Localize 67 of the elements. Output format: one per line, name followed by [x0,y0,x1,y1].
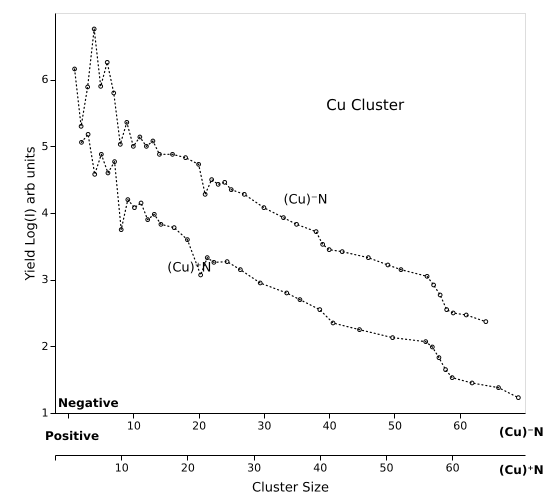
point [170,152,175,157]
point [366,255,371,260]
point [281,215,286,220]
point [431,282,436,288]
x2-tick-label: 20 [180,462,195,474]
point [424,274,430,279]
series-label: (Cu)⁺N [167,260,212,276]
y-tick-label: 5 [42,140,48,153]
point [118,142,123,147]
point [202,192,208,197]
point [183,155,188,160]
y-tick-label: 1 [42,406,48,420]
y-tick-label: 6 [42,73,48,86]
point [450,310,456,316]
point [209,177,214,182]
point [104,60,110,65]
point [72,66,77,72]
point [386,262,390,268]
text: (Cu)⁺N [499,463,544,477]
point [464,312,469,318]
text: (Cu)⁻N [499,425,544,439]
x-tick-label: 10 [126,420,141,432]
point [111,90,116,96]
y-tick-label: 4 [42,206,48,220]
point [130,144,136,149]
point [78,124,84,129]
x-tick-label: 40 [322,420,337,432]
x2-tick-label: 10 [114,462,129,474]
point [85,84,90,90]
point [124,120,130,125]
point [98,84,104,89]
x2-tick-label: 50 [379,462,394,474]
x-tick-label: 30 [257,420,272,432]
point [294,222,299,227]
x2-tick-label: 40 [313,462,328,474]
point [242,192,247,197]
x2-tick-label: 60 [446,462,460,474]
text: Positive [45,429,100,443]
y-axis-title: Yield Log(I) arb units [24,146,38,282]
point [326,247,332,252]
point [483,319,488,324]
point [438,292,443,298]
y-tick-label: 2 [42,340,48,353]
text: Cu Cluster [326,96,406,114]
series-label: (Cu)⁻N [283,192,328,208]
point [196,162,201,167]
x2-tick-label: 30 [247,462,262,474]
x-axis-title: Cluster Size [252,480,329,496]
point [222,180,228,185]
point [340,249,345,254]
x-tick-label: 20 [192,420,206,432]
annotation: Negative [58,396,119,410]
point [228,187,234,192]
x-tick-label: 50 [388,420,402,432]
point [314,229,318,234]
point [262,205,266,210]
y-tick-label: 3 [42,273,48,286]
point [137,134,142,140]
point [144,144,149,149]
point [444,307,450,312]
point [320,242,326,247]
point [92,26,97,32]
point [157,152,162,157]
point [398,267,404,272]
point [150,138,156,144]
x-tick-label: 60 [453,420,468,432]
point [216,182,221,187]
